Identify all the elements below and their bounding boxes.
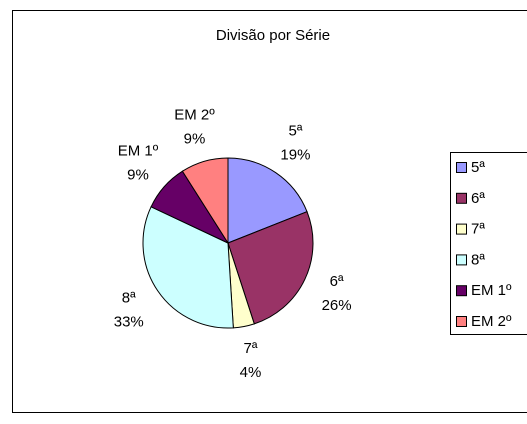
legend-label: 8ª xyxy=(471,251,485,268)
data-label-name: EM 1º xyxy=(118,143,159,160)
data-label-value: 9% xyxy=(184,131,206,148)
legend-swatch xyxy=(456,223,467,235)
data-label-value: 9% xyxy=(127,167,149,184)
legend-swatch xyxy=(456,316,467,327)
pie-slice xyxy=(227,211,314,325)
legend-swatch xyxy=(456,192,467,204)
data-label-value: 19% xyxy=(280,147,310,164)
data-label-value: 26% xyxy=(322,297,352,314)
data-label-name: EM 2º xyxy=(174,107,215,124)
chart-title: Divisão por Série xyxy=(216,27,330,44)
data-label-name: 8ª xyxy=(122,289,136,306)
pie-slice xyxy=(227,157,308,244)
data-label-name: 6ª xyxy=(330,273,344,290)
data-label-name: 5ª xyxy=(288,123,302,140)
pie-slice xyxy=(142,206,234,329)
data-label-value: 33% xyxy=(114,313,144,330)
legend-label: EM 1º xyxy=(471,282,512,299)
data-label-name: 7ª xyxy=(244,340,258,357)
legend-swatch xyxy=(456,254,467,266)
legend-label: 7ª xyxy=(471,221,485,238)
legend-swatch xyxy=(456,285,467,297)
legend-label: EM 2º xyxy=(471,313,512,330)
pie-slice xyxy=(181,157,229,245)
data-label-value: 4% xyxy=(240,364,262,381)
legend-label: 5ª xyxy=(471,159,485,176)
legend-swatch xyxy=(456,162,467,173)
legend-label: 6ª xyxy=(471,190,485,207)
legend-box xyxy=(450,152,527,335)
